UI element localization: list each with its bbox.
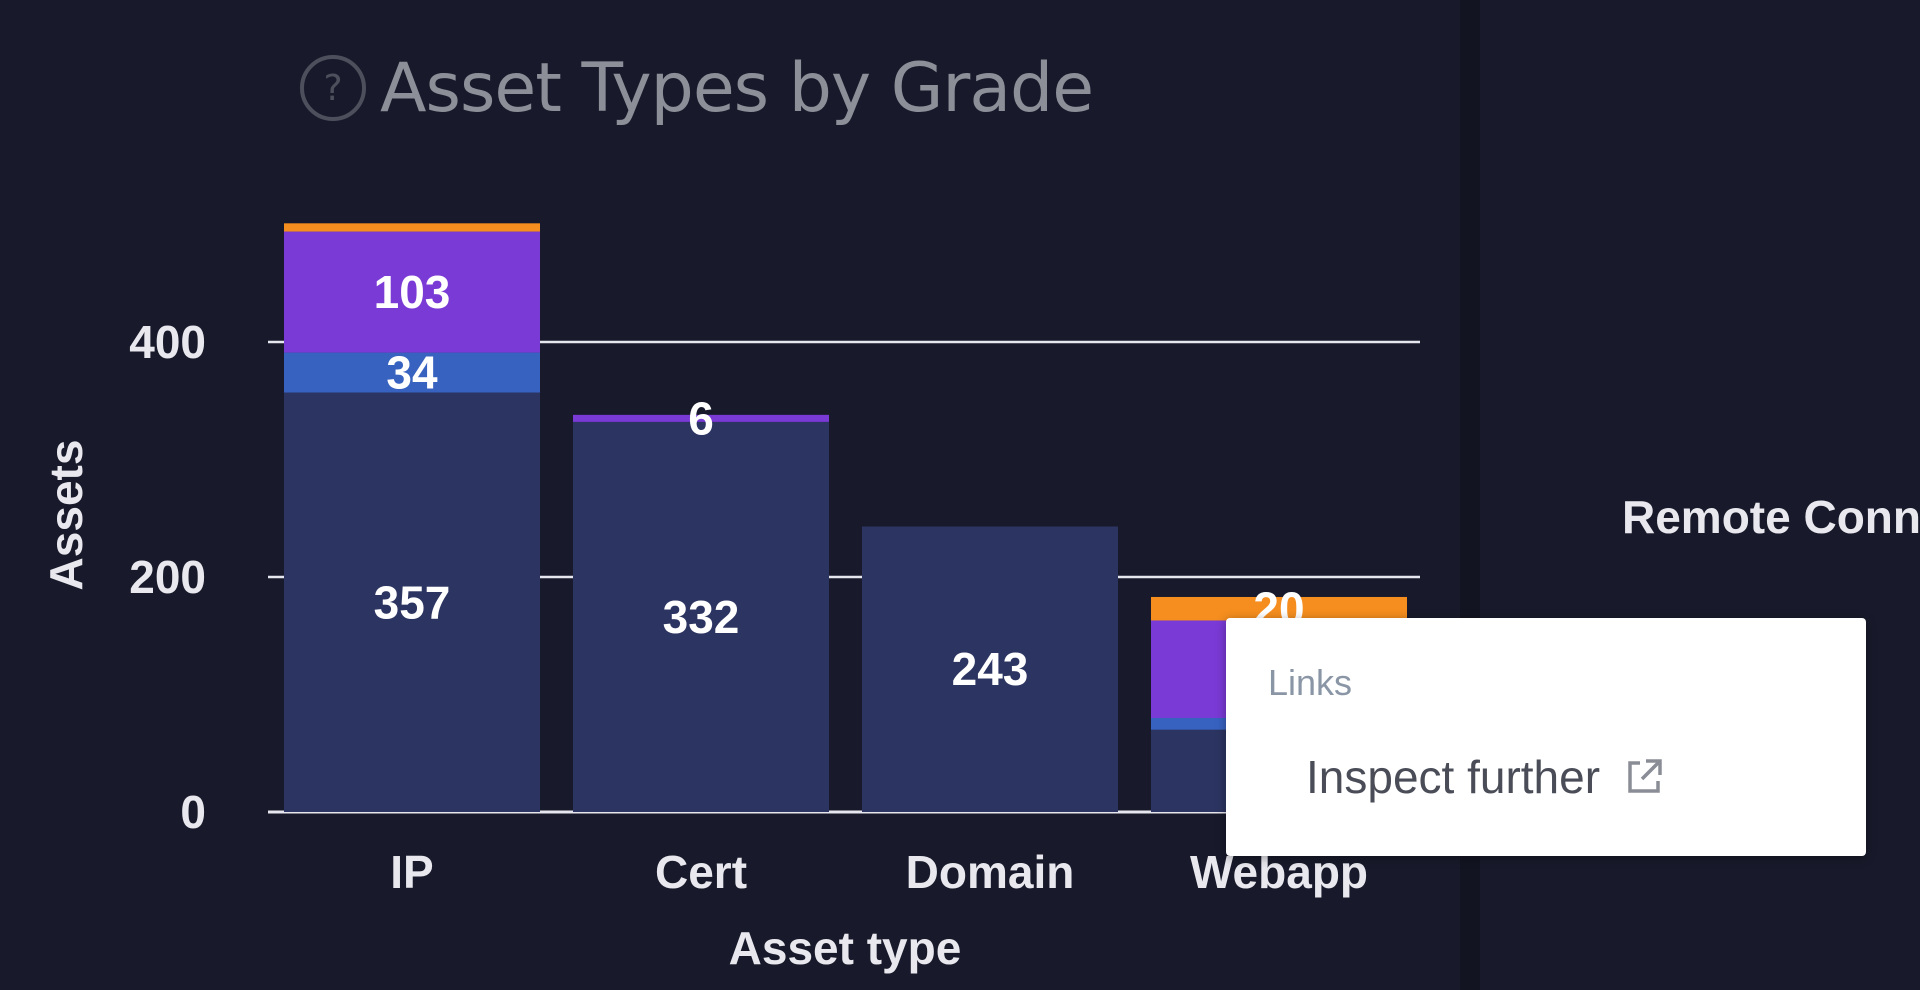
y-tick-label-200: 200	[129, 551, 206, 603]
bar-ip-segment-1[interactable]	[284, 352, 540, 393]
tooltip-heading: Links	[1268, 662, 1353, 703]
bar-cert-segment-2[interactable]	[573, 414, 829, 422]
bar-ip-segment-3[interactable]	[284, 223, 540, 232]
y-tick-label-400: 400	[129, 316, 206, 368]
help-icon[interactable]: ?	[298, 53, 368, 123]
x-tick-label-ip: IP	[390, 846, 433, 898]
bar-ip-segment-0[interactable]	[284, 392, 540, 812]
remote-connections-label: Remote Conne	[1622, 491, 1920, 543]
x-axis-title: Asset type	[729, 922, 962, 974]
chart-title: Asset Types by Grade	[380, 48, 1094, 128]
chart-header: ? Asset Types by Grade	[298, 44, 1094, 132]
data-label-domain-0: 243	[952, 643, 1029, 695]
bar-ip-segment-2[interactable]	[284, 231, 540, 353]
data-label-cert-2: 6	[688, 392, 714, 444]
svg-text:?: ?	[323, 68, 342, 109]
x-tick-label-cert: Cert	[655, 846, 747, 898]
data-label-cert-0: 332	[663, 591, 740, 643]
bar-cert-segment-0[interactable]	[573, 421, 829, 812]
y-tick-label-0: 0	[180, 786, 206, 838]
inspect-further-link[interactable]: Inspect further	[1306, 750, 1666, 804]
bar-domain-segment-0[interactable]	[862, 526, 1118, 812]
inspect-further-label: Inspect further	[1306, 751, 1601, 803]
data-label-ip-2: 103	[374, 266, 451, 318]
external-link-icon	[1628, 759, 1662, 793]
data-label-ip-1: 34	[386, 347, 438, 399]
data-label-ip-0: 357	[374, 576, 451, 628]
x-tick-label-domain: Domain	[906, 846, 1075, 898]
bar-webapp-segment-3[interactable]	[1151, 596, 1407, 621]
y-axis-title: Assets	[40, 440, 92, 591]
links-tooltip: Links Inspect further	[1226, 618, 1866, 856]
chart-panel: 0 200 400 357 34 103 IP 332 6 Cert 243 Domain 20 Weba…	[40, 44, 1420, 974]
